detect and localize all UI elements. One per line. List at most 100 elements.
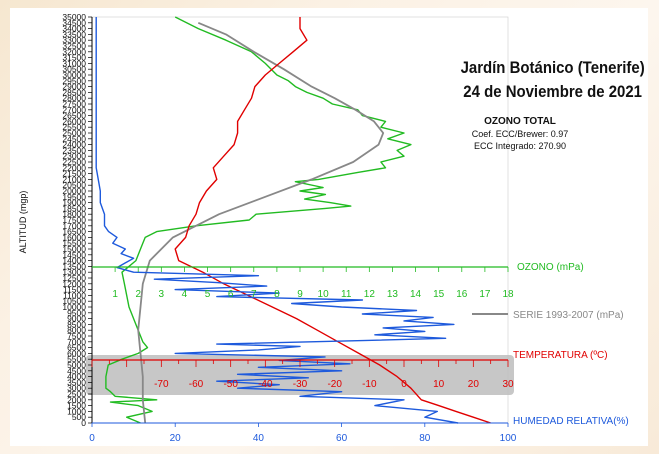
axes-layer [88, 16, 509, 427]
temperature-tick-label--50: -50 [223, 379, 238, 390]
y-tick-label-22500: 22500 [62, 157, 86, 167]
series-line-serie-1993-2007-mpa- [137, 21, 385, 424]
y-tick-label-15000: 15000 [62, 244, 86, 254]
y-axis-label: ALTITUD (mgp) [18, 191, 28, 254]
y-tick-label-19500: 19500 [62, 192, 86, 202]
y-tick-label-0: 0 [81, 418, 86, 428]
temperature-tick-label--10: -10 [362, 379, 377, 390]
y-tick-label-26000: 26000 [62, 116, 86, 126]
ozone-tick-label-11: 11 [341, 289, 352, 300]
y-tick-label-18500: 18500 [62, 203, 86, 213]
y-tick-label-25000: 25000 [62, 128, 86, 138]
y-tick-label-18000: 18000 [62, 209, 86, 219]
y-tick-label-31500: 31500 [62, 53, 86, 63]
y-tick-label-30500: 30500 [62, 64, 86, 74]
y-tick-label-22000: 22000 [62, 163, 86, 173]
y-tick-label-14500: 14500 [62, 250, 86, 260]
y-tick-label-14000: 14000 [62, 256, 86, 266]
y-tick-label-12000: 12000 [62, 279, 86, 289]
ozone-tick-label-14: 14 [410, 289, 422, 300]
y-tick-label-13000: 13000 [62, 267, 86, 277]
ozone-tick-label-3: 3 [159, 289, 165, 300]
y-tick-label-28000: 28000 [62, 93, 86, 103]
info-heading: OZONO TOTAL [484, 116, 556, 127]
y-tick-label-6500: 6500 [67, 343, 86, 353]
y-tick-label-27500: 27500 [62, 99, 86, 109]
y-tick-label-33500: 33500 [62, 29, 86, 39]
y-tick-label-5000: 5000 [67, 360, 86, 370]
temperature-tick-label--20: -20 [327, 379, 342, 390]
y-tick-label-16500: 16500 [62, 227, 86, 237]
ozone-tick-label-2: 2 [135, 289, 141, 300]
y-tick-label-2500: 2500 [67, 389, 86, 399]
y-tick-label-32500: 32500 [62, 41, 86, 51]
ozone-tick-label-5: 5 [205, 289, 211, 300]
ozone-tick-label-15: 15 [433, 289, 445, 300]
y-tick-label-35000: 35000 [62, 12, 86, 22]
y-tick-label-34500: 34500 [62, 18, 86, 28]
temperature-tick-label-0: 0 [401, 379, 407, 390]
y-tick-label-2000: 2000 [67, 395, 86, 405]
ozone-tick-label-6: 6 [228, 289, 234, 300]
y-tick-label-11000: 11000 [63, 290, 86, 300]
y-tick-label-3000: 3000 [67, 383, 86, 393]
info-coef: Coef. ECC/Brewer: 0.97 [472, 129, 569, 139]
historic-series-label: SERIE 1993-2007 (mPa) [513, 310, 624, 321]
y-tick-label-30000: 30000 [62, 70, 86, 80]
y-tick-label-25500: 25500 [62, 122, 86, 132]
temperature-tick-label--30: -30 [293, 379, 308, 390]
y-tick-label-24000: 24000 [62, 140, 86, 150]
ozone-tick-label-12: 12 [364, 289, 376, 300]
humidity-tick-label-0: 0 [89, 433, 95, 444]
series-line-humedad-relativa- [95, 17, 459, 424]
y-tick-label-5500: 5500 [67, 354, 86, 364]
info-integrated: ECC Integrado: 270.90 [474, 141, 566, 151]
y-tick-label-1000: 1000 [67, 406, 86, 416]
temperature-axis-label: TEMPERATURA (ºC) [513, 350, 608, 361]
y-tick-label-31000: 31000 [62, 58, 86, 68]
temperature-tick-label--70: -70 [154, 379, 169, 390]
chart-subtitle: 24 de Noviembre de 2021 [463, 83, 642, 101]
ozone-tick-label-13: 13 [387, 289, 399, 300]
series-line-temperatura-c- [174, 17, 491, 424]
y-tick-label-20000: 20000 [62, 186, 86, 196]
ozone-tick-label-8: 8 [274, 289, 280, 300]
ozone-axis-label: OZONO (mPa) [517, 262, 584, 273]
ozone-tick-label-18: 18 [502, 289, 514, 300]
y-tick-label-11500: 11500 [63, 285, 86, 295]
ozone-tick-label-16: 16 [456, 289, 468, 300]
series-layer [95, 16, 491, 424]
y-tick-label-21500: 21500 [62, 169, 86, 179]
y-tick-label-1500: 1500 [67, 401, 86, 411]
ozone-tick-label-17: 17 [479, 289, 491, 300]
y-tick-label-13500: 13500 [62, 261, 86, 271]
y-tick-label-7500: 7500 [67, 331, 86, 341]
labels-layer: 0500100015002000250030003500400045005000… [62, 12, 516, 444]
y-tick-label-8500: 8500 [67, 319, 86, 329]
humidity-tick-label-80: 80 [419, 433, 431, 444]
y-tick-label-28500: 28500 [62, 87, 86, 97]
y-tick-label-16000: 16000 [62, 232, 86, 242]
y-tick-label-7000: 7000 [67, 337, 86, 347]
y-tick-label-4500: 4500 [67, 366, 86, 376]
ozone-tick-label-10: 10 [318, 289, 330, 300]
ozone-tick-label-1: 1 [112, 289, 118, 300]
y-tick-label-10000: 10000 [62, 302, 86, 312]
temperature-tick-label--60: -60 [189, 379, 204, 390]
humidity-tick-label-60: 60 [336, 433, 348, 444]
y-tick-label-27000: 27000 [62, 105, 86, 115]
series-line-ozono-mpa- [105, 16, 412, 424]
y-tick-label-33000: 33000 [62, 35, 86, 45]
y-tick-label-21000: 21000 [62, 174, 86, 184]
y-tick-label-4000: 4000 [67, 372, 86, 382]
y-tick-label-9500: 9500 [67, 308, 86, 318]
y-tick-label-3500: 3500 [67, 377, 86, 387]
y-tick-label-12500: 12500 [62, 273, 86, 283]
temperature-tick-label--40: -40 [258, 379, 273, 390]
y-tick-label-9000: 9000 [67, 314, 86, 324]
y-tick-label-6000: 6000 [67, 348, 86, 358]
ozone-tick-label-9: 9 [297, 289, 303, 300]
temperature-tick-label-10: 10 [433, 379, 445, 390]
y-tick-label-19000: 19000 [62, 198, 86, 208]
